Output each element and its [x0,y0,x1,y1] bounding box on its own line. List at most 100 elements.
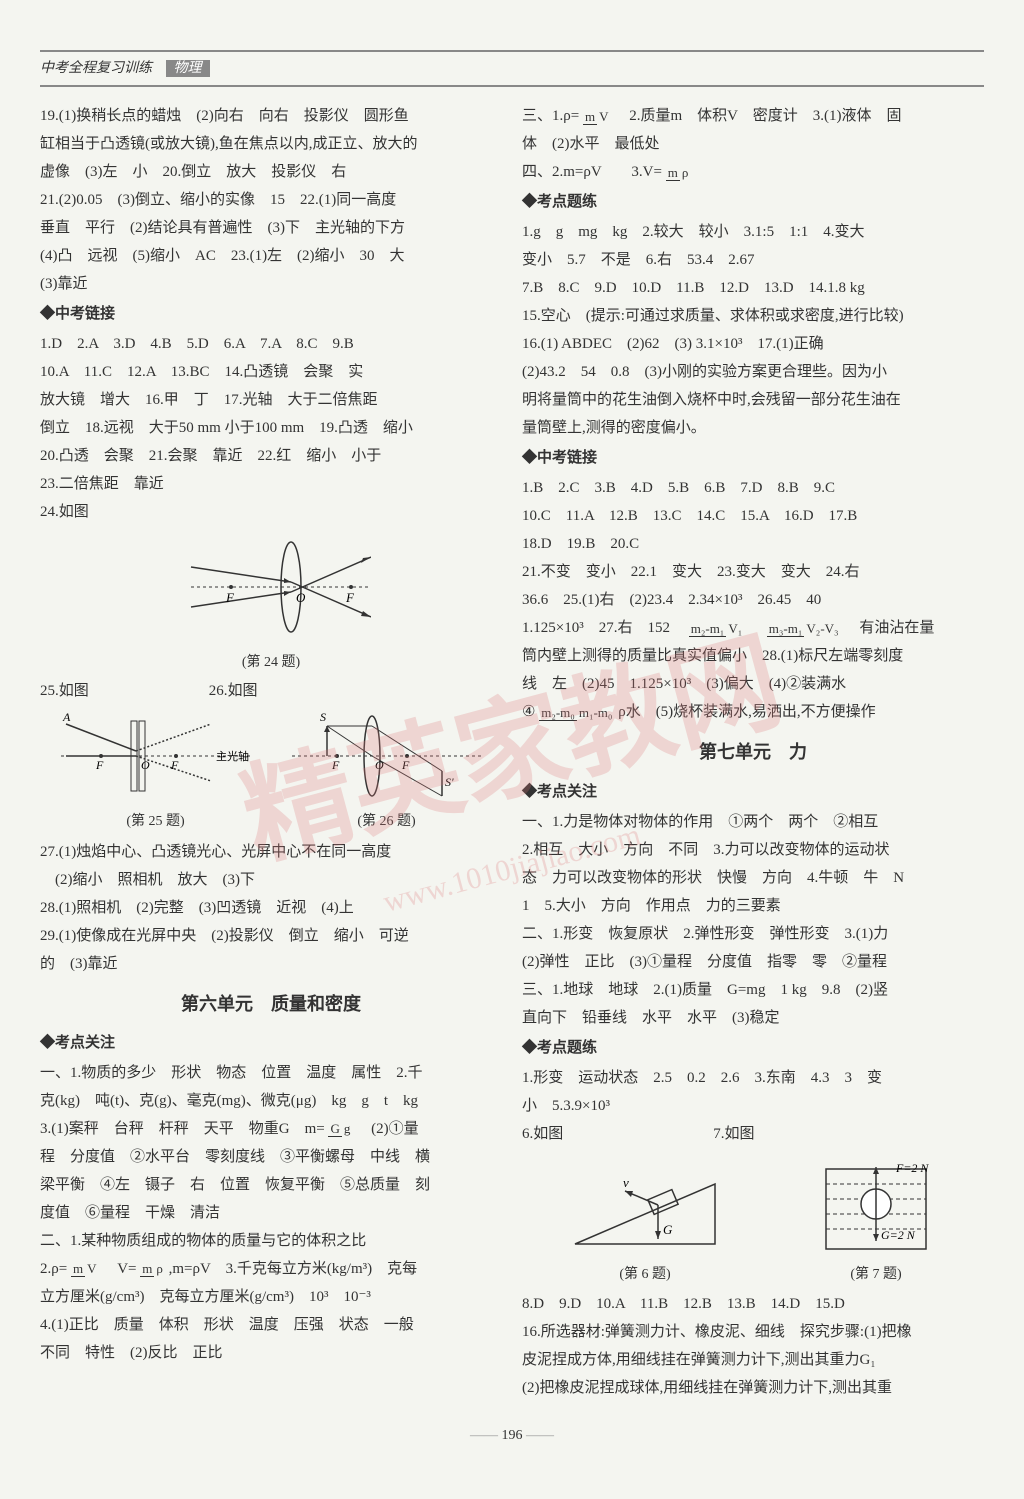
text-line: 度值 ⑥量程 干燥 清洁 [40,1200,502,1227]
text-line: 虚像 (3)左 小 20.倒立 放大 投影仪 右 [40,159,502,186]
svg-text:S: S [320,710,326,724]
text-line: 三、1.地球 地球 2.(1)质量 G=mg 1 kg 9.8 (2)竖 [522,977,984,1004]
formula-line: 1.125×10³ 27.右 152 m₂-m₁V₁ m₃-m₁V₂-V₃ 有油… [522,615,984,642]
text-line: 18.D 19.B 20.C [522,531,984,558]
text-line: 垂直 平行 (2)结论具有普遍性 (3)下 主光轴的下方 [40,215,502,242]
text-line: 明将量筒中的花生油倒入烧杯中时,会残留一部分花生油在 [522,387,984,414]
text-line: 6.如图 7.如图 [522,1121,984,1148]
heading-kaodian: ◆考点关注 [40,1030,502,1057]
text-line: 1.形变 运动状态 2.5 0.2 2.6 3.东南 4.3 3 变 [522,1065,984,1092]
text-line: 16.所选器材:弹簧测力计、橡皮泥、细线 探究步骤:(1)把橡 [522,1319,984,1346]
text-line: 二、1.形变 恢复原状 2.弹性形变 弹性形变 3.(1)力 [522,921,984,948]
svg-text:G=2 N: G=2 N [881,1228,916,1242]
text-line: 21.不变 变小 22.1 变大 23.变大 变大 24.右 [522,559,984,586]
figure-24: F O F [171,527,371,647]
svg-text:A: A [62,710,71,724]
figure-6: v G [555,1149,735,1259]
svg-text:主光轴: 主光轴 [216,749,249,763]
formula-line: ④ m₂-m₀m₁-m₀ ρ水 (5)烧杯装满水,易洒出,不方便操作 [522,699,984,726]
formula-line: 2.ρ= mV V= mρ ,m=ρV 3.千克每立方米(kg/m³) 克每 [40,1256,502,1283]
text-line: 缸相当于凸透镜(或放大镜),鱼在焦点以内,成正立、放大的 [40,131,502,158]
text-line: 态 力可以改变物体的形状 快慢 方向 4.牛顿 牛 N [522,865,984,892]
text-line: 36.6 25.(1)右 (2)23.4 2.34×10³ 26.45 40 [522,587,984,614]
text-line: 皮泥捏成方体,用细线挂在弹簧测力计下,测出其重力G₁ [522,1347,984,1374]
text-line: 28.(1)照相机 (2)完整 (3)凹透镜 近视 (4)上 [40,895,502,922]
figure-row-6-7: v G (第 6 题) F=2 N G= [522,1149,984,1290]
page-header: 中考全程复习训练 物理 [40,50,984,87]
formula-line: 四、2.m=ρV 3.V= mρ [522,159,984,186]
heading-zhongkao-link-r: ◆中考链接 [522,445,984,472]
right-column: 三、1.ρ= mV 2.质量m 体积V 密度计 3.(1)液体 固 体 (2)水… [522,102,984,1403]
text-line: 25.如图 26.如图 [40,678,502,705]
text-line: (2)43.2 54 0.8 (3)小刚的实验方案更合理些。因为小 [522,359,984,386]
main-content: 19.(1)换稍长点的蜡烛 (2)向右 向右 投影仪 圆形鱼 缸相当于凸透镜(或… [40,102,984,1403]
header-title: 中考全程复习训练 [40,61,152,76]
heading-kaodian-tilian: ◆考点题练 [522,189,984,216]
text-line: 不同 特性 (2)反比 正比 [40,1340,502,1367]
text-line: 20.凸透 会聚 21.会聚 靠近 22.红 缩小 小于 [40,443,502,470]
figure-row-25-26: A F O F 主光轴 (第 25 题) [40,706,502,837]
text-line: (2)缩小 照相机 放大 (3)下 [40,867,502,894]
heading-kaodian-tilian-r: ◆考点题练 [522,1035,984,1062]
text-line: 线 左 (2)45 1.125×10³ (3)偏大 (4)②装满水 [522,671,984,698]
text-line: 21.(2)0.05 (3)倒立、缩小的实像 15 22.(1)同一高度 [40,187,502,214]
fig26-caption: (第 26 题) [282,809,492,834]
text-line: 7.B 8.C 9.D 10.D 11.B 12.D 13.D 14.1.8 k… [522,275,984,302]
text-line: (2)弹性 正比 (3)①量程 分度值 指零 零 ②量程 [522,949,984,976]
text-line: 小 5.3.9×10³ [522,1093,984,1120]
text-line: 筒内壁上测得的质量比真实值偏小 28.(1)标尺左端零刻度 [522,643,984,670]
svg-text:O: O [141,758,150,772]
formula-line: 三、1.ρ= mV 2.质量m 体积V 密度计 3.(1)液体 固 [522,103,984,130]
text-line: 一、1.力是物体对物体的作用 ①两个 两个 ②相互 [522,809,984,836]
text-line: 1.B 2.C 3.B 4.D 5.B 6.B 7.D 8.B 9.C [522,475,984,502]
text-line: 放大镜 增大 16.甲 丁 17.光轴 大于二倍焦距 [40,387,502,414]
text-line: 梁平衡 ④左 镊子 右 位置 恢复平衡 ⑤总质量 刻 [40,1172,502,1199]
text-line: 29.(1)使像成在光屏中央 (2)投影仪 倒立 缩小 可逆 [40,923,502,950]
text-line: 27.(1)烛焰中心、凸透镜光心、光屏中心不在同一高度 [40,839,502,866]
text-line: 一、1.物质的多少 形状 物态 位置 温度 属性 2.千 [40,1060,502,1087]
text-line: 程 分度值 ②水平台 零刻度线 ③平衡螺母 中线 横 [40,1144,502,1171]
svg-text:F=2 N: F=2 N [895,1161,929,1175]
figure-7: F=2 N G=2 N [801,1149,951,1259]
svg-text:v: v [623,1175,629,1190]
header-subject: 物理 [166,60,210,77]
heading-zhongkao-link: ◆中考链接 [40,301,502,328]
svg-text:O: O [296,590,306,605]
text-line: 16.(1) ABDEC (2)62 (3) 3.1×10³ 17.(1)正确 [522,331,984,358]
fig25-caption: (第 25 题) [51,809,261,834]
svg-text:G: G [663,1222,673,1237]
svg-text:F: F [345,590,355,605]
text-line: 直向下 铅垂线 水平 水平 (3)稳定 [522,1005,984,1032]
text-line: 的 (3)靠近 [40,951,502,978]
text-line: (3)靠近 [40,271,502,298]
text-line: 19.(1)换稍长点的蜡烛 (2)向右 向右 投影仪 圆形鱼 [40,103,502,130]
text-line: 4.(1)正比 质量 体积 形状 温度 压强 状态 一般 [40,1312,502,1339]
text-line: (4)凸 远视 (5)缩小 AC 23.(1)左 (2)缩小 30 大 [40,243,502,270]
fig6-caption: (第 6 题) [555,1262,735,1287]
svg-text:S': S' [445,775,454,789]
svg-text:O: O [375,758,384,772]
text-line: 二、1.某种物质组成的物体的质量与它的体积之比 [40,1228,502,1255]
left-column: 19.(1)换稍长点的蜡烛 (2)向右 向右 投影仪 圆形鱼 缸相当于凸透镜(或… [40,102,502,1403]
svg-text:F: F [225,590,235,605]
figure-26: S F O F S' [282,706,492,806]
text-line: 10.A 11.C 12.A 13.BC 14.凸透镜 会聚 实 [40,359,502,386]
fig7-caption: (第 7 题) [801,1262,951,1287]
text-line: 23.二倍焦距 靠近 [40,471,502,498]
formula-line: 3.(1)案秤 台秤 杆秤 天平 物重G m= Gg (2)①量 [40,1116,502,1143]
svg-text:F: F [170,758,179,772]
svg-text:F: F [95,758,104,772]
text-line: 24.如图 [40,499,502,526]
text-line: 立方厘米(g/cm³) 克每立方厘米(g/cm³) 10³ 10⁻³ [40,1284,502,1311]
figure-25: A F O F 主光轴 [51,706,261,806]
svg-text:F: F [401,758,410,772]
text-line: 量筒壁上,测得的密度偏小。 [522,415,984,442]
text-line: (2)把橡皮泥捏成球体,用细线挂在弹簧测力计下,测出其重 [522,1375,984,1402]
text-line: 1.D 2.A 3.D 4.B 5.D 6.A 7.A 8.C 9.B [40,331,502,358]
svg-text:F: F [331,758,340,772]
text-line: 体 (2)水平 最低处 [522,131,984,158]
text-line: 8.D 9.D 10.A 11.B 12.B 13.B 14.D 15.D [522,1291,984,1318]
text-line: 倒立 18.远视 大于50 mm 小于100 mm 19.凸透 缩小 [40,415,502,442]
text-line: 2.相互 大小 方向 不同 3.力可以改变物体的运动状 [522,837,984,864]
text-line: 10.C 11.A 12.B 13.C 14.C 15.A 16.D 17.B [522,503,984,530]
